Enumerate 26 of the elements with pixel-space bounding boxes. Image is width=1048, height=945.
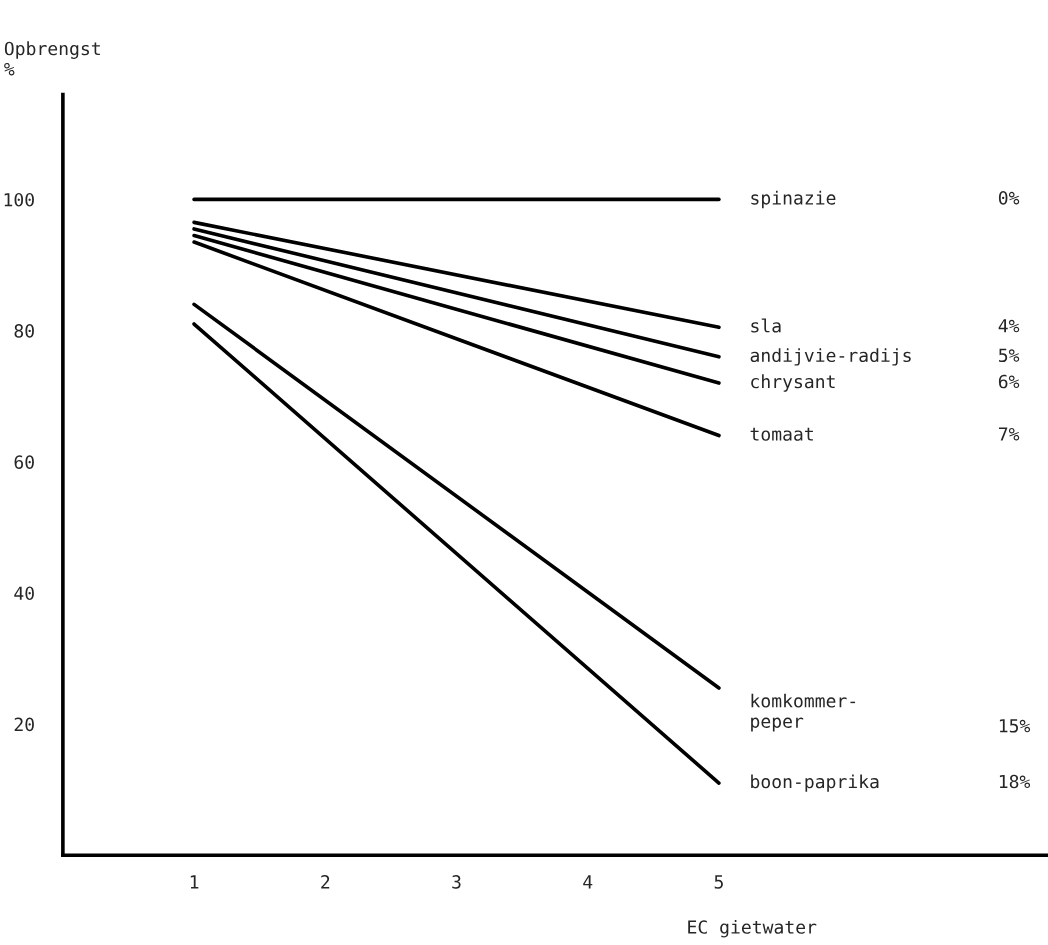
y-tick-label: 40 — [14, 586, 34, 601]
y-axis-title: Opbrengst % — [4, 41, 100, 76]
x-axis-title: EC gietwater — [688, 919, 817, 938]
annotation: 4% — [998, 319, 1020, 333]
annotation: 5% — [999, 348, 1020, 363]
y-tick-label: 20 — [14, 717, 34, 732]
y-tick-label: 60 — [14, 455, 34, 469]
annotation: 0% — [998, 191, 1020, 205]
annotation: 15% — [999, 719, 1031, 733]
x-tick-label: 1 — [190, 875, 199, 889]
x-tick-label: 4 — [583, 875, 593, 889]
annotation: 6% — [998, 374, 1020, 389]
x-tick-label: 5 — [714, 875, 723, 889]
series-label: spinazie — [751, 190, 836, 209]
y-tick-label: 100 — [4, 192, 34, 207]
series-label: tomaat — [750, 427, 813, 441]
annotation: 18% — [999, 774, 1031, 789]
series-label: komkommer- peper — [751, 693, 856, 732]
x-tick-label: 3 — [452, 875, 461, 889]
series-label: boon-paprika — [751, 774, 879, 792]
y-tick-label: 80 — [14, 324, 34, 338]
series-label: andijvie-radijs — [750, 348, 911, 366]
annotation: 7% — [998, 427, 1020, 441]
series-label: sla — [751, 318, 781, 333]
x-tick-label: 2 — [321, 875, 330, 889]
series-label: chrysant — [751, 374, 835, 392]
